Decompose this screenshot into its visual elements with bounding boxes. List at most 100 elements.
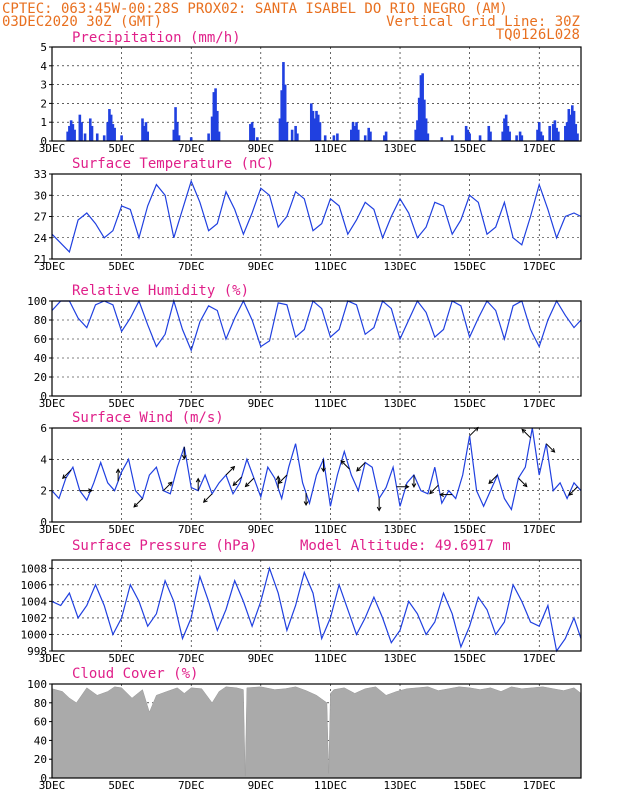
- precip-bar: [351, 122, 355, 141]
- precip-bar: [570, 105, 574, 141]
- y-tick-label: 1006: [21, 579, 48, 592]
- x-tick-label: 11DEC: [314, 779, 347, 792]
- precip-bar: [551, 124, 555, 141]
- x-tick-label: 15DEC: [453, 779, 486, 792]
- y-tick-label: 1000: [21, 628, 48, 641]
- wind-arrow: [521, 429, 531, 439]
- x-tick-label: 15DEC: [453, 142, 486, 155]
- precip-bar: [217, 131, 221, 141]
- y-tick-label: 5: [40, 41, 47, 54]
- x-tick-label: 5DEC: [108, 260, 135, 273]
- x-tick-label: 11DEC: [314, 397, 347, 410]
- x-tick-label: 3DEC: [39, 397, 66, 410]
- precip-bar: [71, 124, 75, 141]
- x-tick-label: 3DEC: [39, 523, 66, 536]
- wind-arrowhead: [550, 448, 556, 453]
- precip-bar: [478, 135, 482, 141]
- y-tick-label: 0: [40, 772, 47, 785]
- y-tick-label: 0: [40, 390, 47, 403]
- plot-frame: [51, 559, 582, 652]
- precip-bar: [106, 122, 109, 141]
- precip-bar: [565, 122, 569, 141]
- plot-frame: [51, 427, 582, 523]
- precip-bar: [564, 125, 567, 141]
- precip-bar: [363, 135, 367, 141]
- precip-bar: [216, 110, 219, 141]
- precip-bar: [280, 90, 283, 141]
- precip-bar: [423, 99, 426, 141]
- precip-bar: [210, 116, 214, 141]
- precip-bar: [90, 125, 94, 141]
- x-tick-label: 3DEC: [39, 142, 66, 155]
- wind-arrow: [278, 474, 288, 484]
- plot-frame: [51, 683, 582, 779]
- precip-bar: [290, 129, 294, 141]
- wind-arrowhead: [376, 506, 382, 512]
- precip-bar: [416, 120, 419, 141]
- x-tick-label: 13DEC: [383, 260, 416, 273]
- series-line: [51, 298, 582, 353]
- wind-arrowhead: [404, 484, 410, 490]
- x-tick-label: 9DEC: [248, 779, 275, 792]
- precip-bar: [318, 122, 322, 141]
- wind-arrowhead: [439, 492, 444, 497]
- precip-bar: [567, 109, 571, 141]
- y-tick-label: 1004: [21, 595, 48, 608]
- panel-1: 21 24 27 30 33 3DEC 5DEC 7DEC 9DEC 11DEC 13DEC 15DE…: [34, 156, 582, 273]
- x-tick-label: 5DEC: [108, 779, 135, 792]
- precip-bar: [419, 75, 423, 141]
- wind-arrow: [232, 476, 243, 486]
- wind-arrow: [356, 462, 366, 472]
- x-tick-label: 17DEC: [523, 652, 556, 665]
- precip-bar: [515, 135, 518, 141]
- precip-bar: [113, 127, 116, 141]
- precip-bar: [520, 135, 524, 141]
- precip-bar: [569, 114, 572, 141]
- y-tick-label: 0: [40, 516, 47, 529]
- precip-bar: [414, 129, 417, 141]
- wind-arrow: [429, 484, 439, 494]
- precip-bar: [384, 131, 388, 141]
- precip-bar: [102, 135, 106, 141]
- y-tick-label: 60: [34, 333, 47, 346]
- x-tick-label: 9DEC: [248, 397, 275, 410]
- wind-arrowhead: [521, 428, 527, 434]
- precip-bar: [424, 118, 428, 141]
- precip-bar: [464, 125, 468, 141]
- wind-arrow: [203, 493, 213, 503]
- wind-arrow: [568, 486, 578, 496]
- x-tick-label: 13DEC: [383, 779, 416, 792]
- x-tick-label: 9DEC: [248, 652, 275, 665]
- precip-bar: [252, 127, 256, 141]
- x-tick-label: 17DEC: [523, 779, 556, 792]
- precip-bar: [282, 62, 285, 141]
- plot-frame: [51, 173, 582, 260]
- panel-title: Surface Wind (m/s): [72, 410, 224, 426]
- precip-bar: [576, 133, 579, 141]
- y-tick-label: 30: [34, 189, 47, 202]
- precip-bar: [172, 129, 176, 141]
- precip-bar: [316, 114, 320, 141]
- precip-bar: [146, 131, 150, 141]
- precip-bar: [73, 129, 76, 141]
- wind-arrowhead: [181, 455, 187, 460]
- precip-bar: [541, 135, 545, 141]
- x-tick-label: 7DEC: [178, 523, 205, 536]
- wind-arrowhead: [133, 502, 139, 508]
- wind-arrowhead: [275, 475, 281, 481]
- wind-arrow: [133, 498, 143, 508]
- wind-arrow: [518, 477, 528, 487]
- plot-frame: [51, 300, 582, 397]
- x-tick-label: 5DEC: [108, 142, 135, 155]
- precip-bar: [350, 129, 353, 141]
- precip-bar: [503, 118, 506, 141]
- precip-bar: [311, 110, 315, 141]
- x-tick-label: 11DEC: [314, 142, 347, 155]
- precip-bar: [355, 122, 358, 141]
- y-tick-label: 1: [40, 116, 47, 129]
- panel-5: 0 20 40 60 80 100 3DEC 5DEC 7DEC 9DEC 11DEC 13DEC 15…: [27, 666, 582, 792]
- x-tick-label: 13DEC: [383, 142, 416, 155]
- x-tick-label: 11DEC: [314, 260, 347, 273]
- wind-arrowhead: [167, 481, 173, 487]
